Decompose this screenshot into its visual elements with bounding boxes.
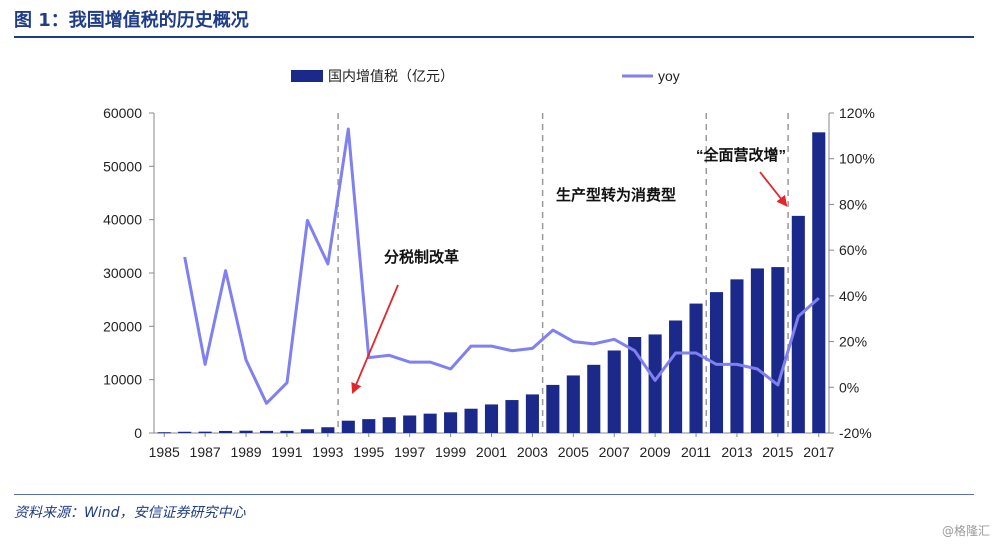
period-dividers <box>337 113 789 433</box>
bar-1998 <box>423 413 437 433</box>
line-series <box>183 127 820 405</box>
y-left-tick-label: 10000 <box>103 372 142 388</box>
bar-2013 <box>730 279 744 433</box>
x-tick-label: 2005 <box>558 444 589 460</box>
bar-2017 <box>812 132 826 434</box>
bar-2016 <box>791 215 805 433</box>
bar-1999 <box>444 412 458 433</box>
y-left-tick-label: 60000 <box>103 105 142 121</box>
y-left-tick-label: 20000 <box>103 318 142 334</box>
y-right-tick-label: 20% <box>839 334 867 350</box>
y-right-tick-label: 80% <box>839 196 867 212</box>
annotation-arrow-vat-reform <box>759 171 788 207</box>
x-tick-label: 2015 <box>762 444 793 460</box>
bar-1987 <box>198 431 212 433</box>
y-right-tick-label: 0% <box>839 379 859 395</box>
bar-2009 <box>648 334 662 433</box>
bar-2010 <box>669 320 683 433</box>
bar-2000 <box>464 408 478 433</box>
bar-1995 <box>362 419 376 433</box>
y-right-tick-label: 60% <box>839 242 867 258</box>
bar-2011 <box>689 303 703 433</box>
x-tick-label: 2009 <box>640 444 671 460</box>
bar-2006 <box>587 364 601 433</box>
legend-label-line: yoy <box>658 68 680 84</box>
annotation-consumption-type: 生产型转为消费型 <box>556 186 676 204</box>
x-tick-label: 1989 <box>230 444 261 460</box>
y-right-tick-label: 100% <box>839 151 875 167</box>
bar-2008 <box>628 337 642 433</box>
annotation-vat-reform: “全面营改增” <box>696 146 786 164</box>
bar-1988 <box>219 430 233 433</box>
source-divider <box>14 494 974 495</box>
x-tick-label: 2003 <box>517 444 548 460</box>
bar-2012 <box>709 292 724 433</box>
bar-2014 <box>750 268 764 433</box>
bar-1997 <box>403 415 417 433</box>
x-tick-label: 2007 <box>599 444 630 460</box>
bar-2001 <box>484 404 499 433</box>
bar-2002 <box>505 400 519 433</box>
bar-1992 <box>300 429 314 433</box>
x-tick-label: 1993 <box>312 444 343 460</box>
bar-2003 <box>525 394 539 433</box>
bar-1996 <box>382 417 396 433</box>
source-note: 资料来源：Wind，安信证券研究中心 <box>14 505 246 521</box>
y-left-tick-label: 50000 <box>103 158 142 174</box>
y-right-tick-label: 120% <box>839 105 875 121</box>
bar-2005 <box>566 375 580 433</box>
bar-1986 <box>178 431 192 433</box>
annotation-arrow-tax-reform <box>351 284 399 394</box>
x-tick-label: 2017 <box>803 444 834 460</box>
bar-1990 <box>259 430 274 433</box>
bar-2007 <box>607 350 621 433</box>
title-divider <box>14 36 974 38</box>
bar-1985 <box>157 432 171 434</box>
x-tick-label: 1999 <box>435 444 466 460</box>
x-tick-label: 2013 <box>721 444 752 460</box>
yoy-line <box>183 127 820 405</box>
y-right-tick-label: -20% <box>839 425 872 441</box>
legend-label-bar: 国内增值税（亿元） <box>328 68 454 84</box>
x-tick-label: 1987 <box>190 444 221 460</box>
y-left-tick-label: 40000 <box>103 212 142 228</box>
y-left-tick-label: 30000 <box>103 265 142 281</box>
x-tick-label: 1985 <box>149 444 180 460</box>
bar-series <box>157 132 826 434</box>
bar-1993 <box>321 427 335 433</box>
x-tick-label: 2011 <box>681 444 711 460</box>
page-title: 图 1：我国增值税的历史概况 <box>14 10 249 31</box>
bar-1989 <box>239 430 253 433</box>
watermark: @格隆汇 <box>941 524 990 538</box>
legend: 国内增值税（亿元） yoy <box>291 68 680 84</box>
annotation-tax-reform: 分税制改革 <box>384 248 459 266</box>
bar-2015 <box>771 267 785 433</box>
x-tick-label: 1991 <box>271 444 302 460</box>
x-tick-label: 2001 <box>476 444 507 460</box>
bar-2004 <box>546 384 560 433</box>
bar-1991 <box>280 430 294 433</box>
y-left-tick-label: 0 <box>134 425 142 441</box>
legend-swatch-bar <box>291 70 323 82</box>
x-tick-label: 1997 <box>394 444 425 460</box>
x-tick-label: 1995 <box>353 444 384 460</box>
y-right-tick-label: 40% <box>839 288 867 304</box>
annotations: 分税制改革 生产型转为消费型 “全面营改增” <box>351 146 788 394</box>
bar-1994 <box>341 420 355 433</box>
